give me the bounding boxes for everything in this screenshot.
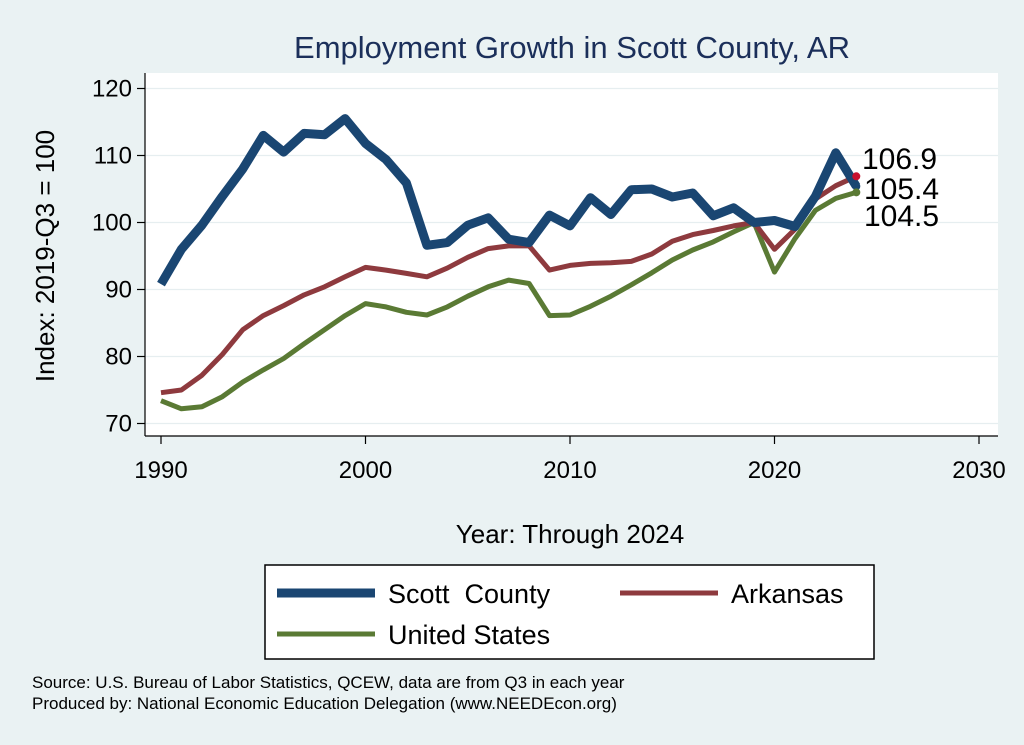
producer-note: Produced by: National Economic Education… [32, 694, 617, 713]
legend-label-united-states: United States [388, 620, 550, 650]
y-tick-label: 90 [105, 277, 132, 304]
x-axis-ticks: 1990 2000 2010 2020 2030 [134, 436, 1006, 484]
series-line-scott-county [157, 114, 861, 287]
y-tick-label: 70 [105, 411, 132, 438]
legend-box [264, 564, 875, 660]
end-label-scott-county: 105.4 [864, 173, 939, 206]
x-tick-label: 2000 [339, 457, 392, 484]
series-line-united-states [160, 190, 858, 412]
x-axis-title: Year: Through 2024 [456, 519, 684, 549]
y-tick-label: 110 [94, 143, 132, 170]
end-marker-united-states [852, 188, 861, 197]
y-tick-label: 120 [92, 76, 132, 103]
x-tick-label: 2030 [952, 457, 1005, 484]
legend-label-arkansas: Arkansas [731, 579, 844, 609]
end-markers [852, 172, 861, 197]
y-axis-ticks: 70 80 90 100 110 120 [92, 76, 145, 438]
end-label-arkansas: 106.9 [862, 143, 937, 176]
y-axis-title: Index: 2019-Q3 = 100 [30, 130, 60, 382]
plot-area [145, 73, 998, 436]
series-lines [157, 114, 861, 412]
end-label-united-states: 104.5 [864, 200, 939, 233]
x-tick-label: 2010 [543, 457, 596, 484]
legend-label-scott-county: Scott County [388, 579, 551, 609]
chart-title: Employment Growth in Scott County, AR [294, 30, 850, 65]
axes [144, 73, 998, 437]
y-tick-label: 100 [92, 210, 132, 237]
end-marker-scott-county [852, 182, 861, 191]
x-tick-label: 2020 [748, 457, 801, 484]
series-line-arkansas [160, 174, 858, 396]
x-tick-label: 1990 [134, 457, 187, 484]
source-note: Source: U.S. Bureau of Labor Statistics,… [32, 673, 625, 692]
legend: Scott County Arkansas United States [264, 564, 875, 660]
y-tick-label: 80 [105, 344, 132, 371]
end-marker-arkansas [852, 172, 861, 181]
